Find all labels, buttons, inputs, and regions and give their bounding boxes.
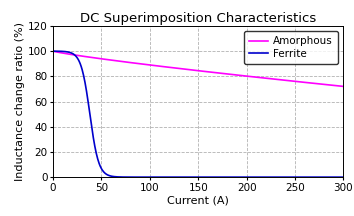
Amorphous [222,72,226,75]
Title: DC Superimposition Characteristics: DC Superimposition Characteristics [80,12,316,25]
Amorphous [102,58,107,60]
Ferrite [222,176,226,178]
Legend: Amorphous, Ferrite: Amorphous, Ferrite [244,31,338,64]
Ferrite [182,176,187,178]
Y-axis label: Inductance change ratio (%): Inductance change ratio (%) [15,22,25,181]
Amorphous [182,68,187,70]
Ferrite [245,176,249,178]
Line: Ferrite: Ferrite [53,51,343,177]
Line: Amorphous: Amorphous [53,51,343,86]
Amorphous [126,61,130,64]
Ferrite [102,172,107,174]
Ferrite [341,176,346,178]
Ferrite [126,176,130,178]
Ferrite [51,50,55,52]
Amorphous [51,50,55,52]
Amorphous [341,85,346,88]
Amorphous [245,75,249,78]
Amorphous [269,78,274,80]
Ferrite [269,176,274,178]
X-axis label: Current (A): Current (A) [167,195,229,205]
